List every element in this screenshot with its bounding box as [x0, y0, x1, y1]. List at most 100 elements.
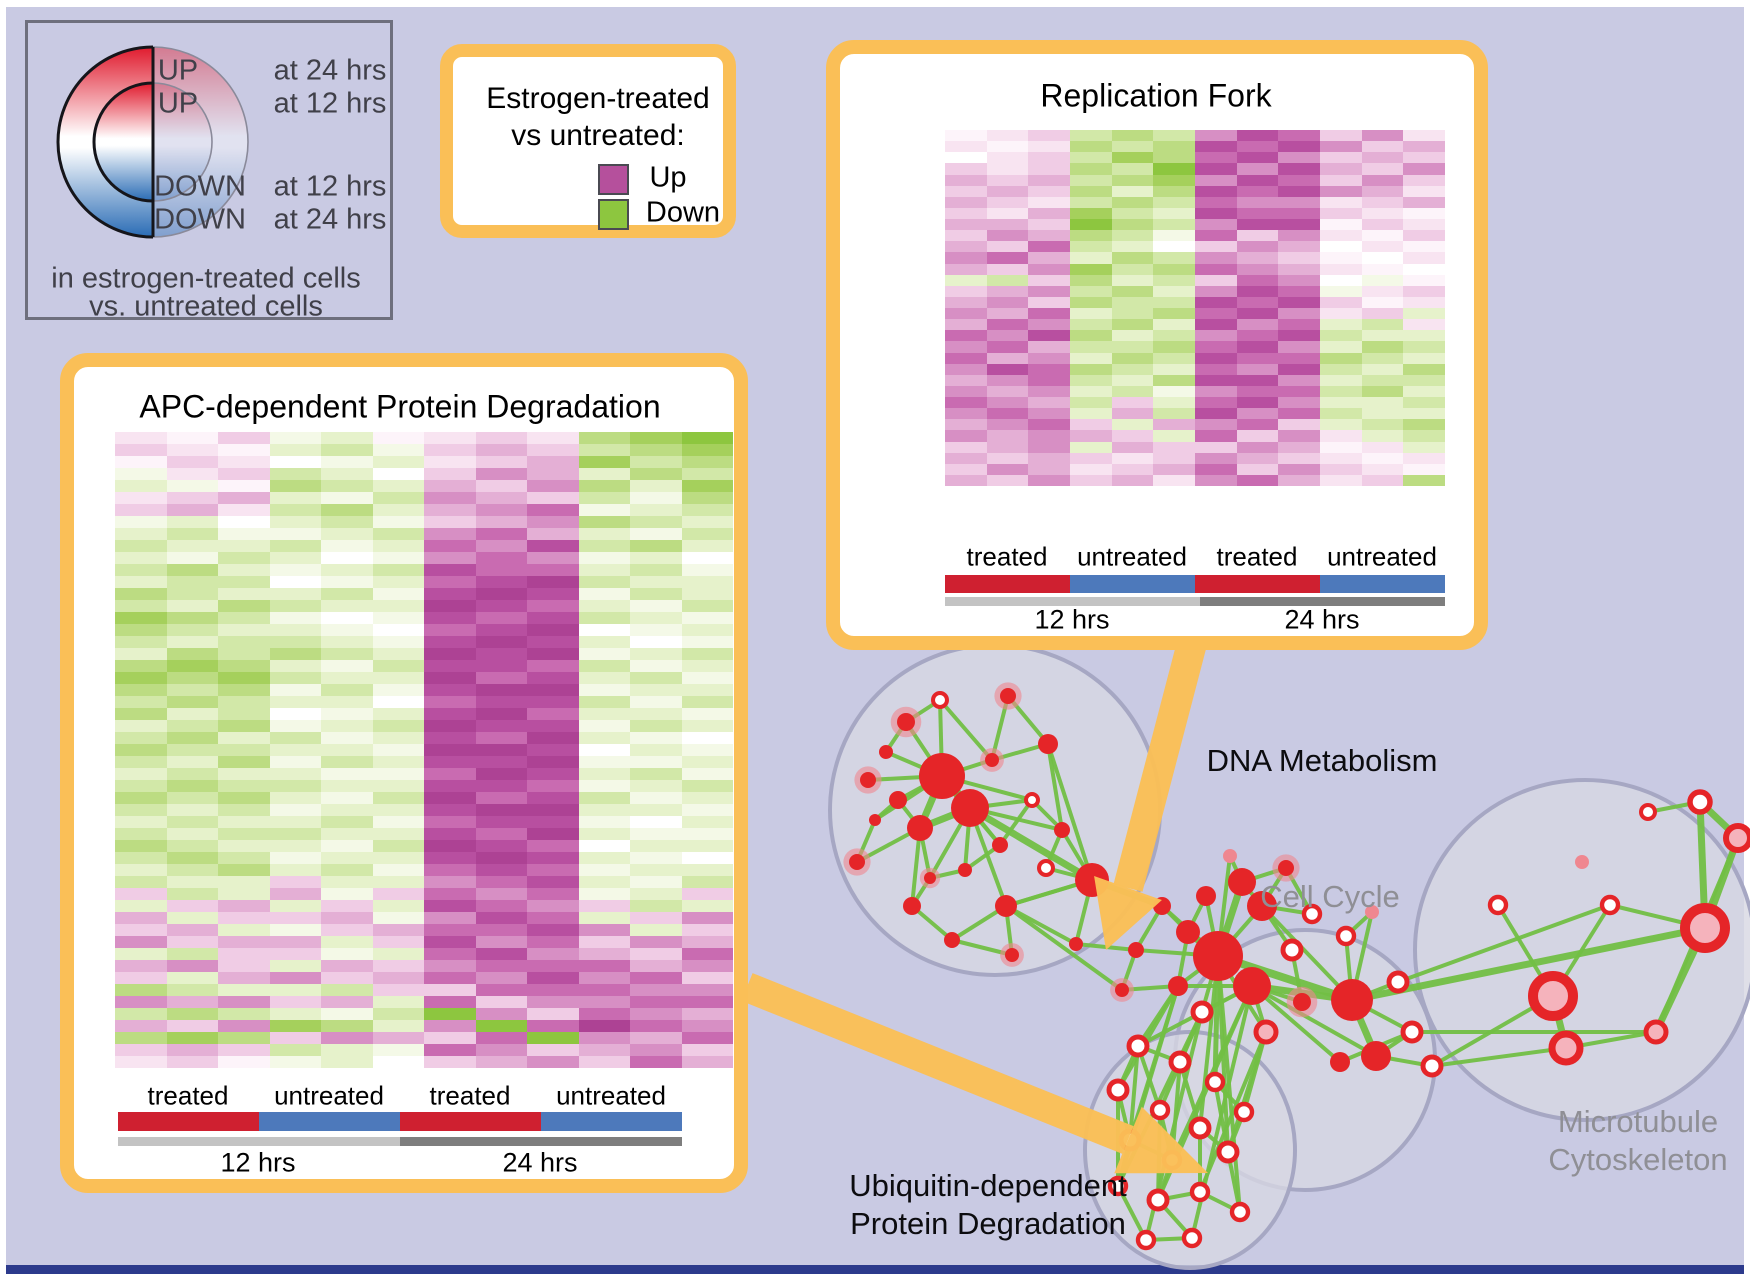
heatmap-cell [424, 780, 476, 792]
heatmap-cell [630, 612, 682, 624]
apc-condition-bar [259, 1112, 400, 1131]
heatmap-cell [945, 263, 987, 275]
heatmap-cell [424, 576, 476, 588]
heatmap-cell [372, 456, 424, 468]
heatmap-cell [986, 319, 1029, 331]
heatmap-cell [115, 504, 167, 516]
heatmap-cell [321, 732, 373, 744]
heatmap-cell [475, 528, 527, 540]
heatmap-cell [1195, 196, 1237, 208]
heatmap-cell [269, 444, 321, 456]
heatmap-cell [321, 984, 373, 996]
heatmap-cell [1320, 230, 1362, 242]
heatmap-cell [630, 864, 682, 876]
heatmap-cell [1070, 374, 1112, 386]
heatmap-cell [424, 924, 476, 936]
heatmap-cell [1236, 263, 1279, 275]
heatmap-cell [321, 636, 373, 648]
heatmap-cell [986, 352, 1029, 364]
heatmap-cell [1278, 408, 1320, 420]
legend-up-12: UP [157, 87, 199, 120]
heatmap-cell [424, 876, 476, 888]
heatmap-cell [1320, 463, 1362, 475]
heatmap-cell [1236, 319, 1279, 331]
heatmap-cell [630, 552, 682, 564]
heatmap-cell [218, 1056, 270, 1068]
gene-node [1005, 948, 1019, 962]
heatmap-cell [475, 864, 527, 876]
heatmap-cell [578, 552, 630, 564]
heatmap-cell [1403, 319, 1445, 331]
heatmap-cell [1236, 397, 1279, 409]
heatmap-cell [424, 732, 476, 744]
heatmap-cell [321, 840, 373, 852]
heatmap-cell [681, 804, 733, 816]
heatmap-cell [166, 780, 218, 792]
heatmap-cell [424, 1032, 476, 1044]
heatmap-cell [218, 708, 270, 720]
heatmap-cell [269, 432, 321, 444]
heatmap-cell [166, 648, 218, 660]
rf-time-24hrs: 24 hrs [1284, 604, 1360, 635]
heatmap-cell [424, 600, 476, 612]
apc-group-treated-12: treated [147, 1080, 229, 1111]
heatmap-cell [1070, 330, 1112, 342]
heatmap-cell [578, 492, 630, 504]
heatmap-cell [166, 684, 218, 696]
heatmap-cell [630, 912, 682, 924]
legend-footer-2: vs. untreated cells [89, 290, 323, 323]
heatmap-cell [1070, 441, 1112, 453]
red-blue-circle-scale-icon [56, 45, 249, 239]
heatmap-cell [527, 516, 579, 528]
heatmap-cell [269, 660, 321, 672]
heatmap-cell [1236, 207, 1279, 219]
heatmap-cell [1111, 263, 1154, 275]
gene-node [919, 753, 965, 799]
heatmap-cell [945, 152, 987, 164]
heatmap-cell [1153, 441, 1195, 453]
heatmap-cell [321, 660, 373, 672]
heatmap-cell [321, 480, 373, 492]
heatmap-cell [578, 840, 630, 852]
heatmap-cell [527, 840, 579, 852]
heatmap-cell [945, 474, 987, 486]
heatmap-cell [527, 1044, 579, 1056]
heatmap-cell [166, 588, 218, 600]
heatmap-cell [115, 804, 167, 816]
heatmap-cell [578, 804, 630, 816]
apc-group-treated-24: treated [429, 1080, 511, 1111]
heatmap-cell [372, 972, 424, 984]
heatmap-cell [578, 612, 630, 624]
heatmap-cell [527, 852, 579, 864]
heatmap-cell [269, 600, 321, 612]
gene-node [1233, 967, 1271, 1005]
heatmap-cell [321, 924, 373, 936]
heatmap-cell [321, 900, 373, 912]
gene-node-ring [1024, 792, 1040, 808]
gene-node-ring [1190, 1000, 1214, 1024]
heatmap-cell [1278, 385, 1320, 397]
heatmap-cell [269, 864, 321, 876]
heatmap-cell [1153, 385, 1195, 397]
heatmap-cell [681, 480, 733, 492]
heatmap-cell [1111, 385, 1154, 397]
heatmap-cell [986, 385, 1029, 397]
heatmap-cell [269, 948, 321, 960]
heatmap-cell [1153, 230, 1195, 242]
heatmap-cell [475, 684, 527, 696]
heatmap-cell [475, 504, 527, 516]
heatmap-cell [1278, 363, 1320, 375]
heatmap-cell [424, 912, 476, 924]
heatmap-cell [218, 492, 270, 504]
rf-time-bar [945, 597, 1200, 606]
heatmap-cell [681, 708, 733, 720]
heatmap-cell [372, 960, 424, 972]
heatmap-cell [166, 516, 218, 528]
gene-node-ring [931, 691, 949, 709]
heatmap-cell [578, 852, 630, 864]
heatmap-cell [321, 828, 373, 840]
heatmap-cell [321, 600, 373, 612]
heatmap-cell [986, 185, 1029, 197]
heatmap-cell [269, 708, 321, 720]
heatmap-cell [1111, 252, 1154, 264]
